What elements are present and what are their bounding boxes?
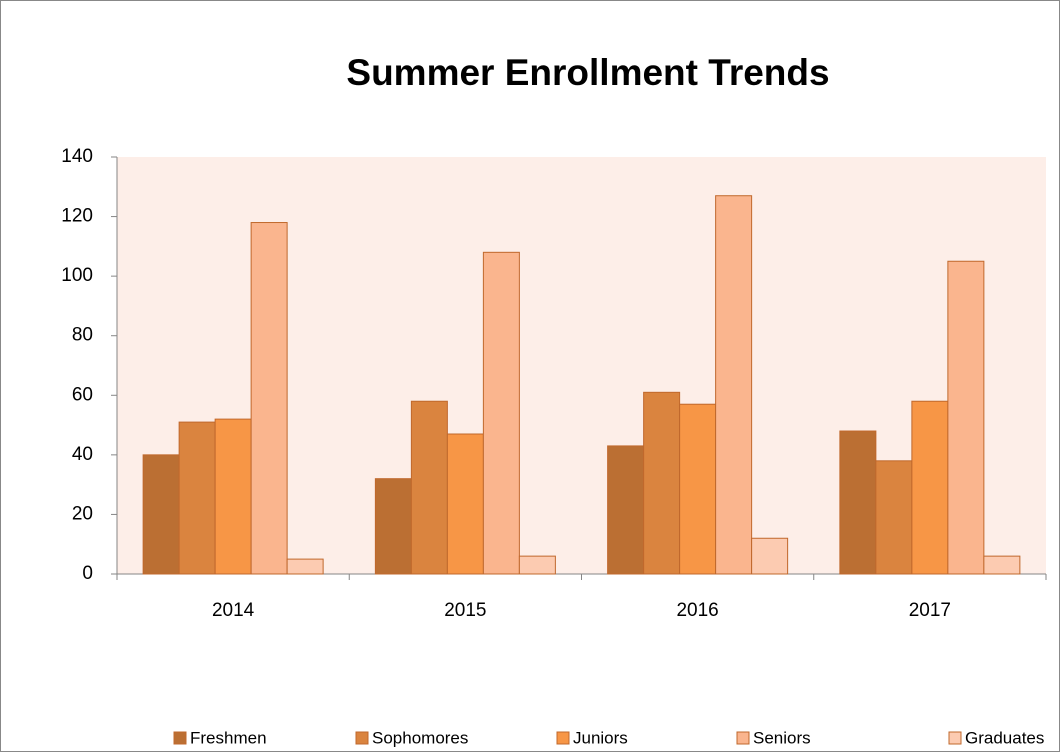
legend-label: Sophomores — [372, 728, 468, 747]
x-tick-label: 2014 — [212, 600, 255, 621]
x-tick-label: 2016 — [676, 600, 718, 621]
bar — [751, 537, 789, 575]
legend-swatch — [736, 731, 750, 745]
legend-label: Freshmen — [190, 728, 267, 747]
bar — [214, 418, 252, 575]
bar — [482, 251, 520, 575]
legend-swatch — [355, 731, 369, 745]
bar — [839, 430, 877, 575]
legend-label: Juniors — [573, 728, 628, 747]
y-tick-label: 100 — [61, 265, 93, 286]
legend-swatch — [173, 731, 187, 745]
chart-title: Summer Enrollment Trends — [346, 52, 829, 93]
legend-swatch — [948, 731, 962, 745]
y-tick-label: 140 — [61, 146, 93, 167]
y-tick-label: 20 — [72, 503, 93, 524]
bar — [446, 433, 484, 575]
legend-swatch — [556, 731, 570, 745]
bar — [679, 403, 717, 575]
y-tick-label: 120 — [61, 206, 93, 227]
bar — [374, 478, 412, 575]
bar — [875, 460, 913, 575]
bar — [643, 391, 681, 575]
x-tick-label: 2015 — [444, 600, 486, 621]
x-tick-label: 2017 — [909, 600, 951, 621]
bar — [911, 400, 949, 575]
bar — [947, 260, 985, 575]
bar — [142, 454, 180, 575]
bar — [518, 555, 556, 575]
bar — [250, 222, 288, 575]
bar — [286, 558, 324, 575]
legend-label: Graduates — [965, 728, 1044, 747]
legend-label: Seniors — [753, 728, 811, 747]
bar — [715, 195, 753, 575]
bar — [983, 555, 1021, 575]
y-tick-label: 80 — [72, 325, 93, 346]
y-tick-label: 40 — [72, 444, 93, 465]
y-tick-label: 60 — [72, 384, 93, 405]
bar — [178, 421, 216, 575]
bar — [410, 400, 448, 575]
bar — [607, 445, 645, 575]
y-tick-label: 0 — [82, 563, 93, 584]
